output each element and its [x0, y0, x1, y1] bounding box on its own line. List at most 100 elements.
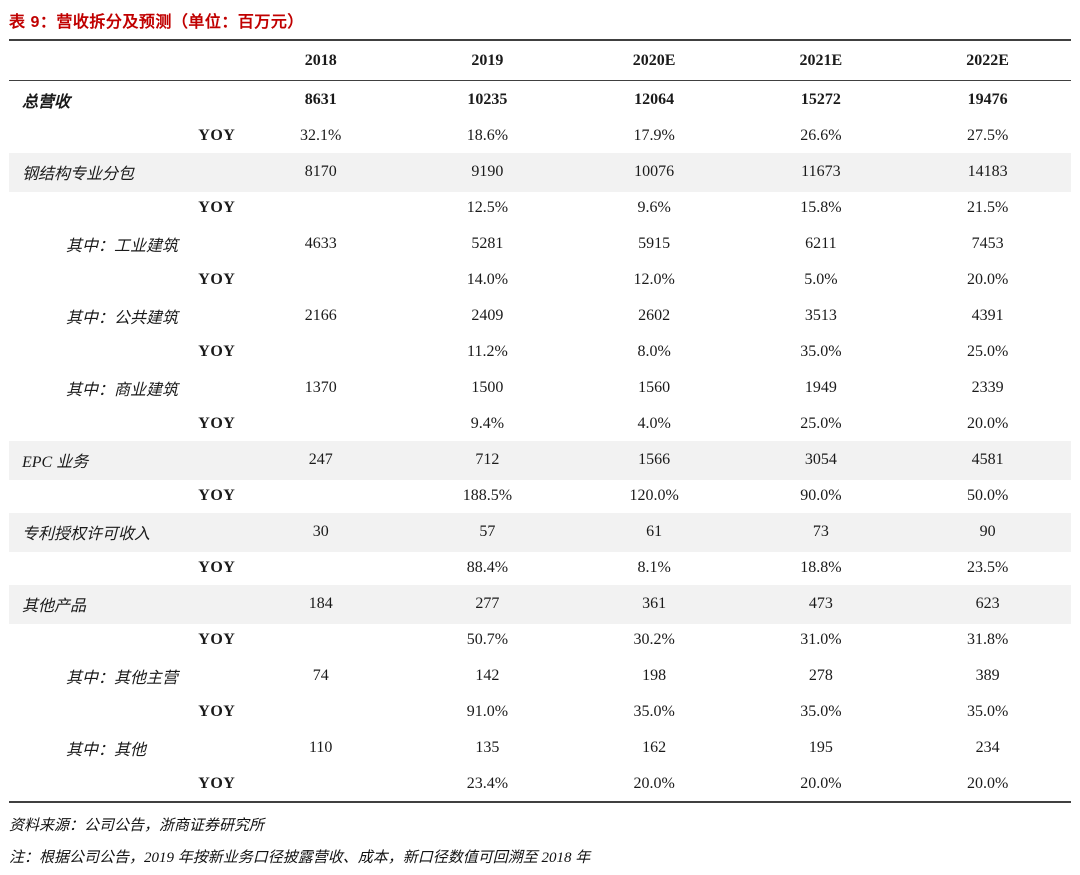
cell-value: 50.0%: [966, 487, 1009, 504]
yoy-row: YOY 14.0% 12.0% 5.0% 20.0%: [9, 264, 1071, 297]
cell-value: 19476: [967, 91, 1008, 108]
cell-value: 18.8%: [800, 559, 842, 576]
cell-value: 23.4%: [466, 775, 509, 792]
cell-value: 31.8%: [966, 631, 1009, 648]
cell-value: 15272: [800, 91, 841, 108]
cell-value: 5281: [471, 235, 504, 252]
cell-value: 8.1%: [637, 559, 671, 576]
cell-value: 15.8%: [800, 199, 842, 216]
row-label: 其中：其他: [66, 742, 147, 759]
yoy-row: YOY 91.0% 35.0% 35.0% 35.0%: [9, 696, 1071, 729]
cell-value: 120.0%: [629, 487, 679, 504]
cell-value: [237, 552, 404, 585]
cell-value: 88.4%: [466, 559, 509, 576]
cell-value: 8.0%: [637, 343, 671, 360]
cell-value: 1566: [638, 451, 671, 468]
header-row: 2018 2019 2020E 2021E 2022E: [9, 40, 1071, 81]
caliber-note: 注：根据公司公告，2019 年按新业务口径披露营收、成本，新口径数值可回溯至 2…: [9, 850, 591, 866]
cell-value: 12.0%: [633, 271, 675, 288]
cell-value: 11.2%: [467, 343, 508, 360]
cell-value: 20.0%: [966, 775, 1009, 792]
yoy-row: YOY 188.5% 120.0% 90.0% 50.0%: [9, 480, 1071, 513]
cell-value: 1370: [304, 379, 337, 396]
column-header-2020e: 2020E: [570, 40, 738, 81]
row-label: YOY: [198, 559, 236, 576]
cell-value: [237, 768, 404, 802]
cell-value: 20.0%: [633, 775, 675, 792]
cell-value: [237, 696, 404, 729]
cell-value: [237, 192, 404, 225]
cell-value: 91.0%: [466, 703, 509, 720]
cell-value: 712: [475, 451, 500, 468]
cell-value: 4633: [304, 235, 337, 252]
cell-value: 234: [975, 739, 1000, 756]
cell-value: 4.0%: [637, 415, 671, 432]
cell-value: 195: [808, 739, 833, 756]
cell-value: 2409: [471, 307, 504, 324]
data-row: 其他产品 184 277 361 473 623: [9, 585, 1071, 624]
cell-value: 389: [975, 667, 1000, 684]
cell-value: 135: [475, 739, 500, 756]
cell-value: 90.0%: [800, 487, 842, 504]
cell-value: 20.0%: [966, 271, 1009, 288]
cell-value: 247: [308, 451, 333, 468]
yoy-row: YOY 50.7% 30.2% 31.0% 31.8%: [9, 624, 1071, 657]
cell-value: 21.5%: [966, 199, 1009, 216]
cell-value: 35.0%: [800, 343, 842, 360]
cell-value: 8631: [304, 91, 337, 108]
row-label: 其中：工业建筑: [66, 238, 179, 255]
data-row: 钢结构专业分包 8170 9190 10076 11673 14183: [9, 153, 1071, 192]
cell-value: [237, 336, 404, 369]
data-row: 总营收 8631 10235 12064 15272 19476: [9, 81, 1071, 121]
cell-value: 361: [642, 595, 667, 612]
row-label: YOY: [198, 343, 236, 360]
cell-value: 5915: [638, 235, 671, 252]
cell-value: 623: [975, 595, 1000, 612]
cell-value: 9.6%: [637, 199, 671, 216]
cell-value: 1560: [638, 379, 671, 396]
footnotes: 资料来源：公司公告，浙商证券研究所 注：根据公司公告，2019 年按新业务口径披…: [9, 803, 1071, 875]
cell-value: 26.6%: [800, 127, 842, 144]
cell-value: [237, 624, 404, 657]
cell-value: 31.0%: [800, 631, 842, 648]
yoy-row: YOY 32.1% 18.6% 17.9% 26.6% 27.5%: [9, 120, 1071, 153]
row-label: 其他产品: [22, 598, 87, 615]
cell-value: 14.0%: [466, 271, 509, 288]
cell-value: [237, 480, 404, 513]
cell-value: 1949: [804, 379, 837, 396]
row-label: 钢结构专业分包: [22, 166, 135, 183]
row-label: EPC 业务: [22, 454, 89, 471]
cell-value: 90: [979, 523, 996, 540]
cell-value: 9190: [471, 163, 504, 180]
source-note: 资料来源：公司公告，浙商证券研究所: [9, 818, 265, 834]
data-row: 其中：公共建筑 2166 2409 2602 3513 4391: [9, 297, 1071, 336]
yoy-row: YOY 88.4% 8.1% 18.8% 23.5%: [9, 552, 1071, 585]
cell-value: 25.0%: [800, 415, 842, 432]
cell-value: 23.5%: [966, 559, 1009, 576]
row-label: YOY: [198, 199, 236, 216]
cell-value: 277: [475, 595, 500, 612]
cell-value: 8170: [304, 163, 337, 180]
cell-value: 73: [812, 523, 829, 540]
column-header-2022e: 2022E: [904, 40, 1071, 81]
cell-value: [237, 408, 404, 441]
cell-value: 9.4%: [470, 415, 505, 432]
yoy-row: YOY 12.5% 9.6% 15.8% 21.5%: [9, 192, 1071, 225]
cell-value: 17.9%: [633, 127, 675, 144]
row-label: 总营收: [22, 94, 71, 111]
cell-value: 18.6%: [466, 127, 509, 144]
cell-value: 162: [642, 739, 667, 756]
cell-value: 2166: [304, 307, 337, 324]
cell-value: 30.2%: [633, 631, 675, 648]
cell-value: 184: [308, 595, 333, 612]
cell-value: 6211: [805, 235, 837, 252]
cell-value: 32.1%: [300, 127, 342, 144]
cell-value: 30: [312, 523, 329, 540]
cell-value: 4391: [971, 307, 1004, 324]
cell-value: 3513: [804, 307, 837, 324]
cell-value: 27.5%: [966, 127, 1009, 144]
row-label: 其中：公共建筑: [66, 310, 179, 327]
cell-value: 10076: [634, 163, 675, 180]
data-row: EPC 业务 247 712 1566 3054 4581: [9, 441, 1071, 480]
